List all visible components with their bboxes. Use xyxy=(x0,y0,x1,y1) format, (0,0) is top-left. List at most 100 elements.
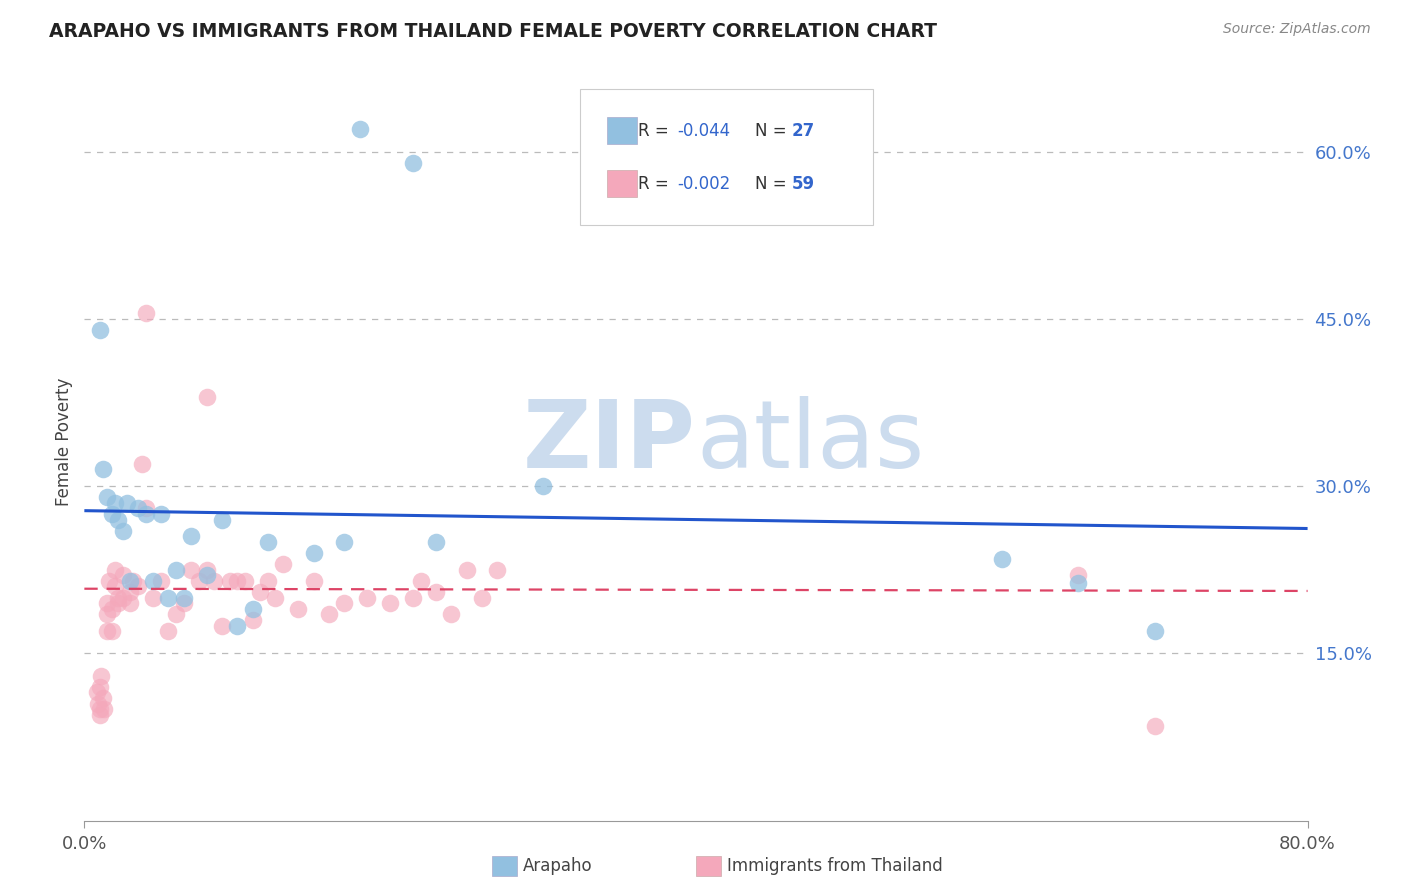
Point xyxy=(90,669,112,683)
Point xyxy=(333,535,356,549)
Point xyxy=(1067,576,1090,591)
Point xyxy=(226,574,249,588)
Point xyxy=(165,607,187,622)
Text: R =: R = xyxy=(638,121,675,140)
Text: Arapaho: Arapaho xyxy=(523,857,593,875)
Point xyxy=(111,591,134,605)
Point xyxy=(96,596,118,610)
Point xyxy=(202,574,225,588)
Point xyxy=(91,462,114,476)
Point xyxy=(188,574,211,588)
Point xyxy=(257,535,280,549)
Point xyxy=(425,535,447,549)
Point xyxy=(89,702,111,716)
Point xyxy=(91,690,114,705)
Text: ARAPAHO VS IMMIGRANTS FROM THAILAND FEMALE POVERTY CORRELATION CHART: ARAPAHO VS IMMIGRANTS FROM THAILAND FEMA… xyxy=(49,22,938,41)
Text: N =: N = xyxy=(755,175,792,193)
Text: -0.002: -0.002 xyxy=(678,175,731,193)
Point xyxy=(89,707,111,722)
Point xyxy=(173,596,195,610)
FancyBboxPatch shape xyxy=(606,117,637,145)
Point xyxy=(471,591,494,605)
Point xyxy=(107,512,129,526)
Point xyxy=(120,574,142,588)
Point xyxy=(107,596,129,610)
Text: 27: 27 xyxy=(792,121,814,140)
Point xyxy=(180,529,202,543)
Point xyxy=(356,591,378,605)
Point xyxy=(96,607,118,622)
Point xyxy=(456,563,478,577)
Point xyxy=(242,613,264,627)
Point xyxy=(242,602,264,616)
Point xyxy=(157,624,180,639)
Point xyxy=(440,607,463,622)
Point xyxy=(142,591,165,605)
Point xyxy=(111,524,134,538)
Point xyxy=(409,574,432,588)
Point xyxy=(402,156,425,170)
Point xyxy=(127,580,149,594)
Point xyxy=(120,596,142,610)
Point xyxy=(131,457,153,471)
Point xyxy=(104,496,127,510)
Point xyxy=(287,602,309,616)
Point xyxy=(115,496,138,510)
Point xyxy=(302,574,325,588)
Point xyxy=(264,591,287,605)
Text: -0.044: -0.044 xyxy=(678,121,731,140)
Text: ZIP: ZIP xyxy=(523,395,696,488)
Point xyxy=(120,585,142,599)
Text: R =: R = xyxy=(638,175,675,193)
Point xyxy=(402,591,425,605)
Point xyxy=(1143,719,1166,733)
Point xyxy=(318,607,340,622)
Point xyxy=(180,563,202,577)
Point xyxy=(111,568,134,582)
Point xyxy=(226,618,249,632)
Point xyxy=(991,551,1014,566)
Point xyxy=(149,507,172,521)
Point xyxy=(302,546,325,560)
Point xyxy=(157,591,180,605)
Point xyxy=(195,563,218,577)
Point xyxy=(135,507,157,521)
FancyBboxPatch shape xyxy=(606,170,637,197)
Point xyxy=(425,585,447,599)
Point xyxy=(135,306,157,320)
Point xyxy=(86,685,108,699)
Point xyxy=(486,563,509,577)
Point xyxy=(333,596,356,610)
Text: N =: N = xyxy=(755,121,792,140)
Point xyxy=(218,574,240,588)
Point xyxy=(173,591,195,605)
Point xyxy=(127,501,149,516)
Point xyxy=(96,491,118,505)
Point xyxy=(211,512,233,526)
Point xyxy=(89,680,111,694)
Point xyxy=(87,697,110,711)
Point xyxy=(211,618,233,632)
Text: 59: 59 xyxy=(792,175,814,193)
Point xyxy=(93,702,115,716)
Point xyxy=(380,596,402,610)
Point xyxy=(122,574,145,588)
Text: Source: ZipAtlas.com: Source: ZipAtlas.com xyxy=(1223,22,1371,37)
Point xyxy=(531,479,554,493)
Point xyxy=(97,574,120,588)
Point xyxy=(107,591,129,605)
Point xyxy=(257,574,280,588)
Point xyxy=(89,323,111,337)
Point xyxy=(101,624,124,639)
FancyBboxPatch shape xyxy=(579,89,873,226)
Point xyxy=(135,501,157,516)
Y-axis label: Female Poverty: Female Poverty xyxy=(55,377,73,506)
Text: Immigrants from Thailand: Immigrants from Thailand xyxy=(727,857,942,875)
Point xyxy=(195,390,218,404)
Point xyxy=(165,563,187,577)
Point xyxy=(142,574,165,588)
Point xyxy=(104,563,127,577)
Point xyxy=(349,122,371,136)
Point xyxy=(101,602,124,616)
Point xyxy=(195,568,218,582)
